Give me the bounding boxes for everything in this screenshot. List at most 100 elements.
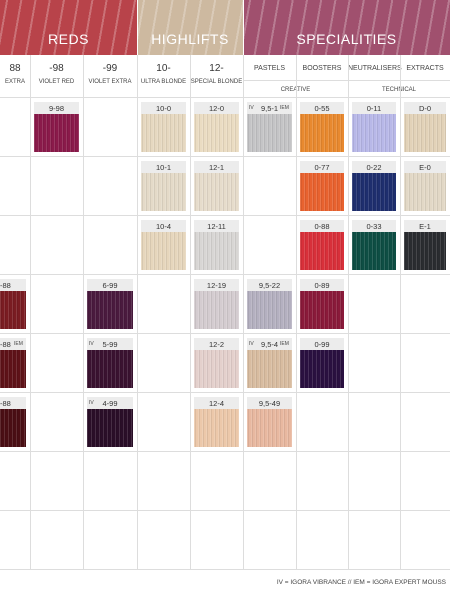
grid-line bbox=[0, 451, 450, 452]
grid-line bbox=[296, 55, 297, 570]
color-swatch bbox=[141, 232, 186, 270]
grid-line bbox=[243, 55, 244, 570]
grid-line bbox=[0, 569, 450, 570]
swatch-label: 12-2 bbox=[194, 338, 239, 350]
color-swatch bbox=[34, 114, 79, 152]
grid-line bbox=[83, 55, 84, 570]
column-name: PASTELS bbox=[254, 65, 285, 72]
color-swatch bbox=[247, 350, 292, 388]
color-swatch bbox=[247, 409, 292, 447]
color-swatch bbox=[300, 291, 344, 329]
swatch-label: E-1 bbox=[404, 220, 446, 232]
color-swatch bbox=[194, 232, 239, 270]
color-swatch bbox=[194, 409, 239, 447]
column-name: EXTRACTS bbox=[406, 65, 444, 72]
rule bbox=[243, 80, 450, 81]
grid-line bbox=[0, 274, 450, 275]
color-swatch bbox=[300, 350, 344, 388]
swatch-label: 12-0 bbox=[194, 102, 239, 114]
swatch-label: 0-99 bbox=[300, 338, 344, 350]
column-code: 88 bbox=[9, 63, 21, 74]
column-name: NEUTRALISERS bbox=[348, 65, 402, 72]
tag: IEM bbox=[280, 341, 289, 347]
color-swatch bbox=[194, 291, 239, 329]
swatch-label: 0-89 bbox=[300, 279, 344, 291]
tag: IV bbox=[89, 341, 94, 347]
column-code: -98 bbox=[49, 63, 64, 74]
swatch-label: 9-98 bbox=[34, 102, 79, 114]
swatch-label: 4-99 bbox=[87, 397, 133, 409]
column-name: BOOSTERS bbox=[302, 65, 342, 72]
tag: IEM bbox=[280, 105, 289, 111]
section-header: HIGHLIFTS bbox=[137, 0, 243, 55]
grid-line bbox=[30, 55, 31, 570]
swatch-label: 9,5-22 bbox=[247, 279, 292, 291]
color-swatch bbox=[300, 173, 344, 211]
divider bbox=[137, 0, 138, 55]
swatch-label: 0-11 bbox=[352, 102, 396, 114]
tag: IV bbox=[89, 400, 94, 406]
tag: IEM bbox=[14, 341, 23, 347]
swatch-label: 10-1 bbox=[141, 161, 186, 173]
column-name: EXTRA bbox=[4, 79, 25, 85]
swatch-label: 0-33 bbox=[352, 220, 396, 232]
swatch-label: -88 bbox=[0, 397, 26, 409]
swatch-label: E-0 bbox=[404, 161, 446, 173]
swatch-label: 12-19 bbox=[194, 279, 239, 291]
column-code: 12- bbox=[209, 63, 224, 74]
swatch-label: 0-55 bbox=[300, 102, 344, 114]
color-swatch bbox=[300, 232, 344, 270]
footer-legend: IV = IGORA VIBRANCE // IEM = IGORA EXPER… bbox=[276, 579, 446, 586]
grid-line bbox=[0, 215, 450, 216]
subgroup-label: CREATIVE bbox=[243, 86, 348, 94]
color-swatch bbox=[0, 350, 26, 388]
tag: IV bbox=[249, 105, 254, 111]
section-header: SPECIALITIES bbox=[243, 0, 450, 55]
color-swatch bbox=[404, 173, 446, 211]
color-swatch bbox=[194, 350, 239, 388]
color-swatch bbox=[352, 114, 396, 152]
column-code: -99 bbox=[102, 63, 118, 74]
grid-line bbox=[137, 55, 138, 570]
color-swatch bbox=[247, 291, 292, 329]
color-swatch bbox=[141, 173, 186, 211]
color-swatch bbox=[352, 173, 396, 211]
subgroup-label: TECHNICAL bbox=[381, 87, 416, 93]
grid-line bbox=[190, 55, 191, 570]
swatch-label: 0-22 bbox=[352, 161, 396, 173]
swatch-label: 9,5-1 bbox=[247, 102, 292, 114]
tag: IV bbox=[249, 341, 254, 347]
swatch-label: 10-4 bbox=[141, 220, 186, 232]
section-header: REDS bbox=[0, 0, 137, 55]
color-swatch bbox=[300, 114, 344, 152]
color-swatch bbox=[194, 173, 239, 211]
swatch-label: 10-0 bbox=[141, 102, 186, 114]
column-code: 10- bbox=[156, 63, 171, 74]
swatch-label: 0-77 bbox=[300, 161, 344, 173]
column-name: SPECIAL BLONDE bbox=[190, 79, 243, 85]
color-swatch bbox=[194, 114, 239, 152]
color-swatch bbox=[141, 114, 186, 152]
swatch-label: 9,5-49 bbox=[247, 397, 292, 409]
color-swatch bbox=[0, 409, 26, 447]
color-swatch bbox=[87, 409, 133, 447]
grid-line bbox=[0, 156, 450, 157]
grid-line bbox=[348, 55, 349, 570]
grid-line bbox=[400, 55, 401, 570]
color-swatch bbox=[87, 291, 133, 329]
color-swatch bbox=[247, 114, 292, 152]
column-name: VIOLET EXTRA bbox=[88, 79, 132, 85]
swatch-label: 6-99 bbox=[87, 279, 133, 291]
swatch-label: 12-4 bbox=[194, 397, 239, 409]
swatch-label: 0-88 bbox=[300, 220, 344, 232]
column-name: VIOLET RED bbox=[38, 79, 75, 85]
swatch-label: 9,5-4 bbox=[247, 338, 292, 350]
column-name: ULTRA BLONDE bbox=[140, 79, 187, 85]
grid-line bbox=[0, 333, 450, 334]
swatch-label: 12-11 bbox=[194, 220, 239, 232]
divider bbox=[243, 0, 244, 55]
swatch-label: D-0 bbox=[404, 102, 446, 114]
swatch-label: 12-1 bbox=[194, 161, 239, 173]
swatch-label: 5-99 bbox=[87, 338, 133, 350]
